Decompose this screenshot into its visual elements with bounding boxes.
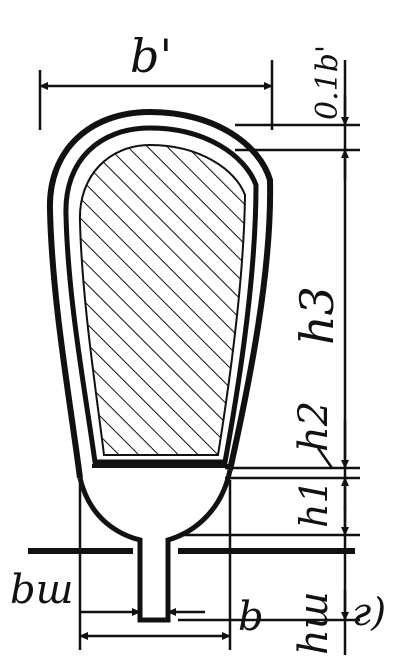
slot-neck-contour <box>77 469 233 623</box>
height-1-label: h1 <box>292 479 336 528</box>
slot-outer-contour <box>46 108 274 479</box>
height-2-label: h2 <box>291 401 337 452</box>
insulation-contour <box>63 125 259 465</box>
top-width-dimension <box>38 60 274 130</box>
slot-neck-width-label: bш <box>10 567 74 613</box>
hatched-conductor <box>78 143 247 456</box>
top-width-label: b' <box>130 29 172 83</box>
slot-neck-dimension <box>78 480 232 650</box>
slot-height-label: hш <box>291 591 337 655</box>
crown-height-label: 0.1b' <box>310 45 345 120</box>
panel-letter-label: г) <box>352 590 386 634</box>
slot-width-label: b <box>238 594 264 640</box>
right-dimension-chain <box>178 60 360 655</box>
body-height-label: h3 <box>290 286 344 345</box>
